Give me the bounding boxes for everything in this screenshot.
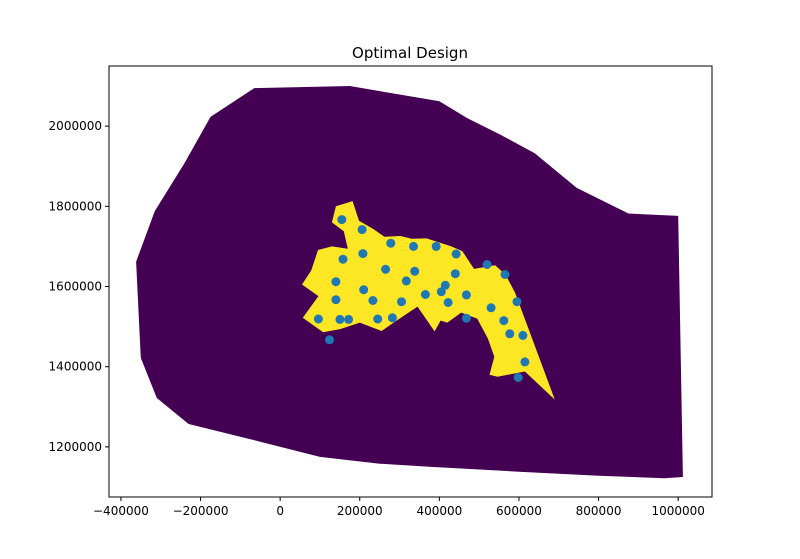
- data-point: [482, 260, 492, 269]
- data-point: [313, 314, 323, 324]
- data-point: [368, 296, 378, 305]
- data-point: [409, 241, 418, 251]
- y-tick-label: 2000000: [49, 119, 102, 133]
- data-point: [513, 373, 523, 382]
- y-tick-label: 1400000: [49, 360, 102, 374]
- data-point: [451, 249, 461, 259]
- x-tick-label: 800000: [576, 504, 622, 518]
- data-point: [344, 314, 354, 324]
- data-point: [358, 249, 368, 259]
- x-tick-label: 0: [276, 504, 284, 518]
- x-tick-label: 400000: [416, 504, 462, 518]
- x-tick-label: −400000: [93, 504, 149, 518]
- data-point: [357, 225, 367, 235]
- x-tick-label: −200000: [173, 504, 229, 518]
- y-tick-label: 1200000: [49, 440, 102, 454]
- data-point: [331, 277, 341, 287]
- y-tick-label: 1800000: [49, 199, 102, 213]
- data-point: [440, 280, 450, 290]
- data-point: [410, 266, 420, 276]
- data-point: [500, 270, 510, 279]
- y-axis: 1200000 1400000 1600000 1800000 2000000: [49, 119, 109, 454]
- plot-frame: [108, 65, 713, 498]
- data-point: [373, 314, 383, 324]
- data-point: [337, 215, 347, 225]
- data-point: [512, 297, 522, 307]
- data-point: [325, 335, 334, 345]
- data-point: [401, 276, 411, 286]
- x-tick-label: 200000: [337, 504, 383, 518]
- chart-title: Optimal Design: [352, 44, 468, 62]
- x-tick-label: 600000: [496, 504, 542, 518]
- data-point: [420, 290, 430, 299]
- data-point: [486, 303, 496, 313]
- data-point: [381, 264, 391, 274]
- data-point: [518, 330, 528, 340]
- data-point: [386, 238, 396, 248]
- data-point: [331, 295, 341, 305]
- data-point: [387, 313, 397, 323]
- data-point: [499, 316, 509, 326]
- data-point: [461, 313, 471, 323]
- data-point: [436, 287, 446, 297]
- data-point: [461, 290, 471, 300]
- x-axis: −400000 −200000 0 200000 400000 600000 800000 1…: [93, 497, 705, 518]
- data-point: [520, 357, 530, 367]
- data-point: [397, 297, 406, 307]
- y-tick-label: 1600000: [49, 280, 102, 294]
- data-point: [338, 254, 348, 264]
- data-point: [359, 285, 369, 295]
- x-tick-label: 1000000: [651, 504, 704, 518]
- data-point: [450, 269, 460, 279]
- data-point: [431, 241, 441, 251]
- data-point: [443, 298, 453, 307]
- data-point: [505, 329, 515, 339]
- points-layer: [313, 215, 530, 382]
- data-point: [335, 314, 345, 324]
